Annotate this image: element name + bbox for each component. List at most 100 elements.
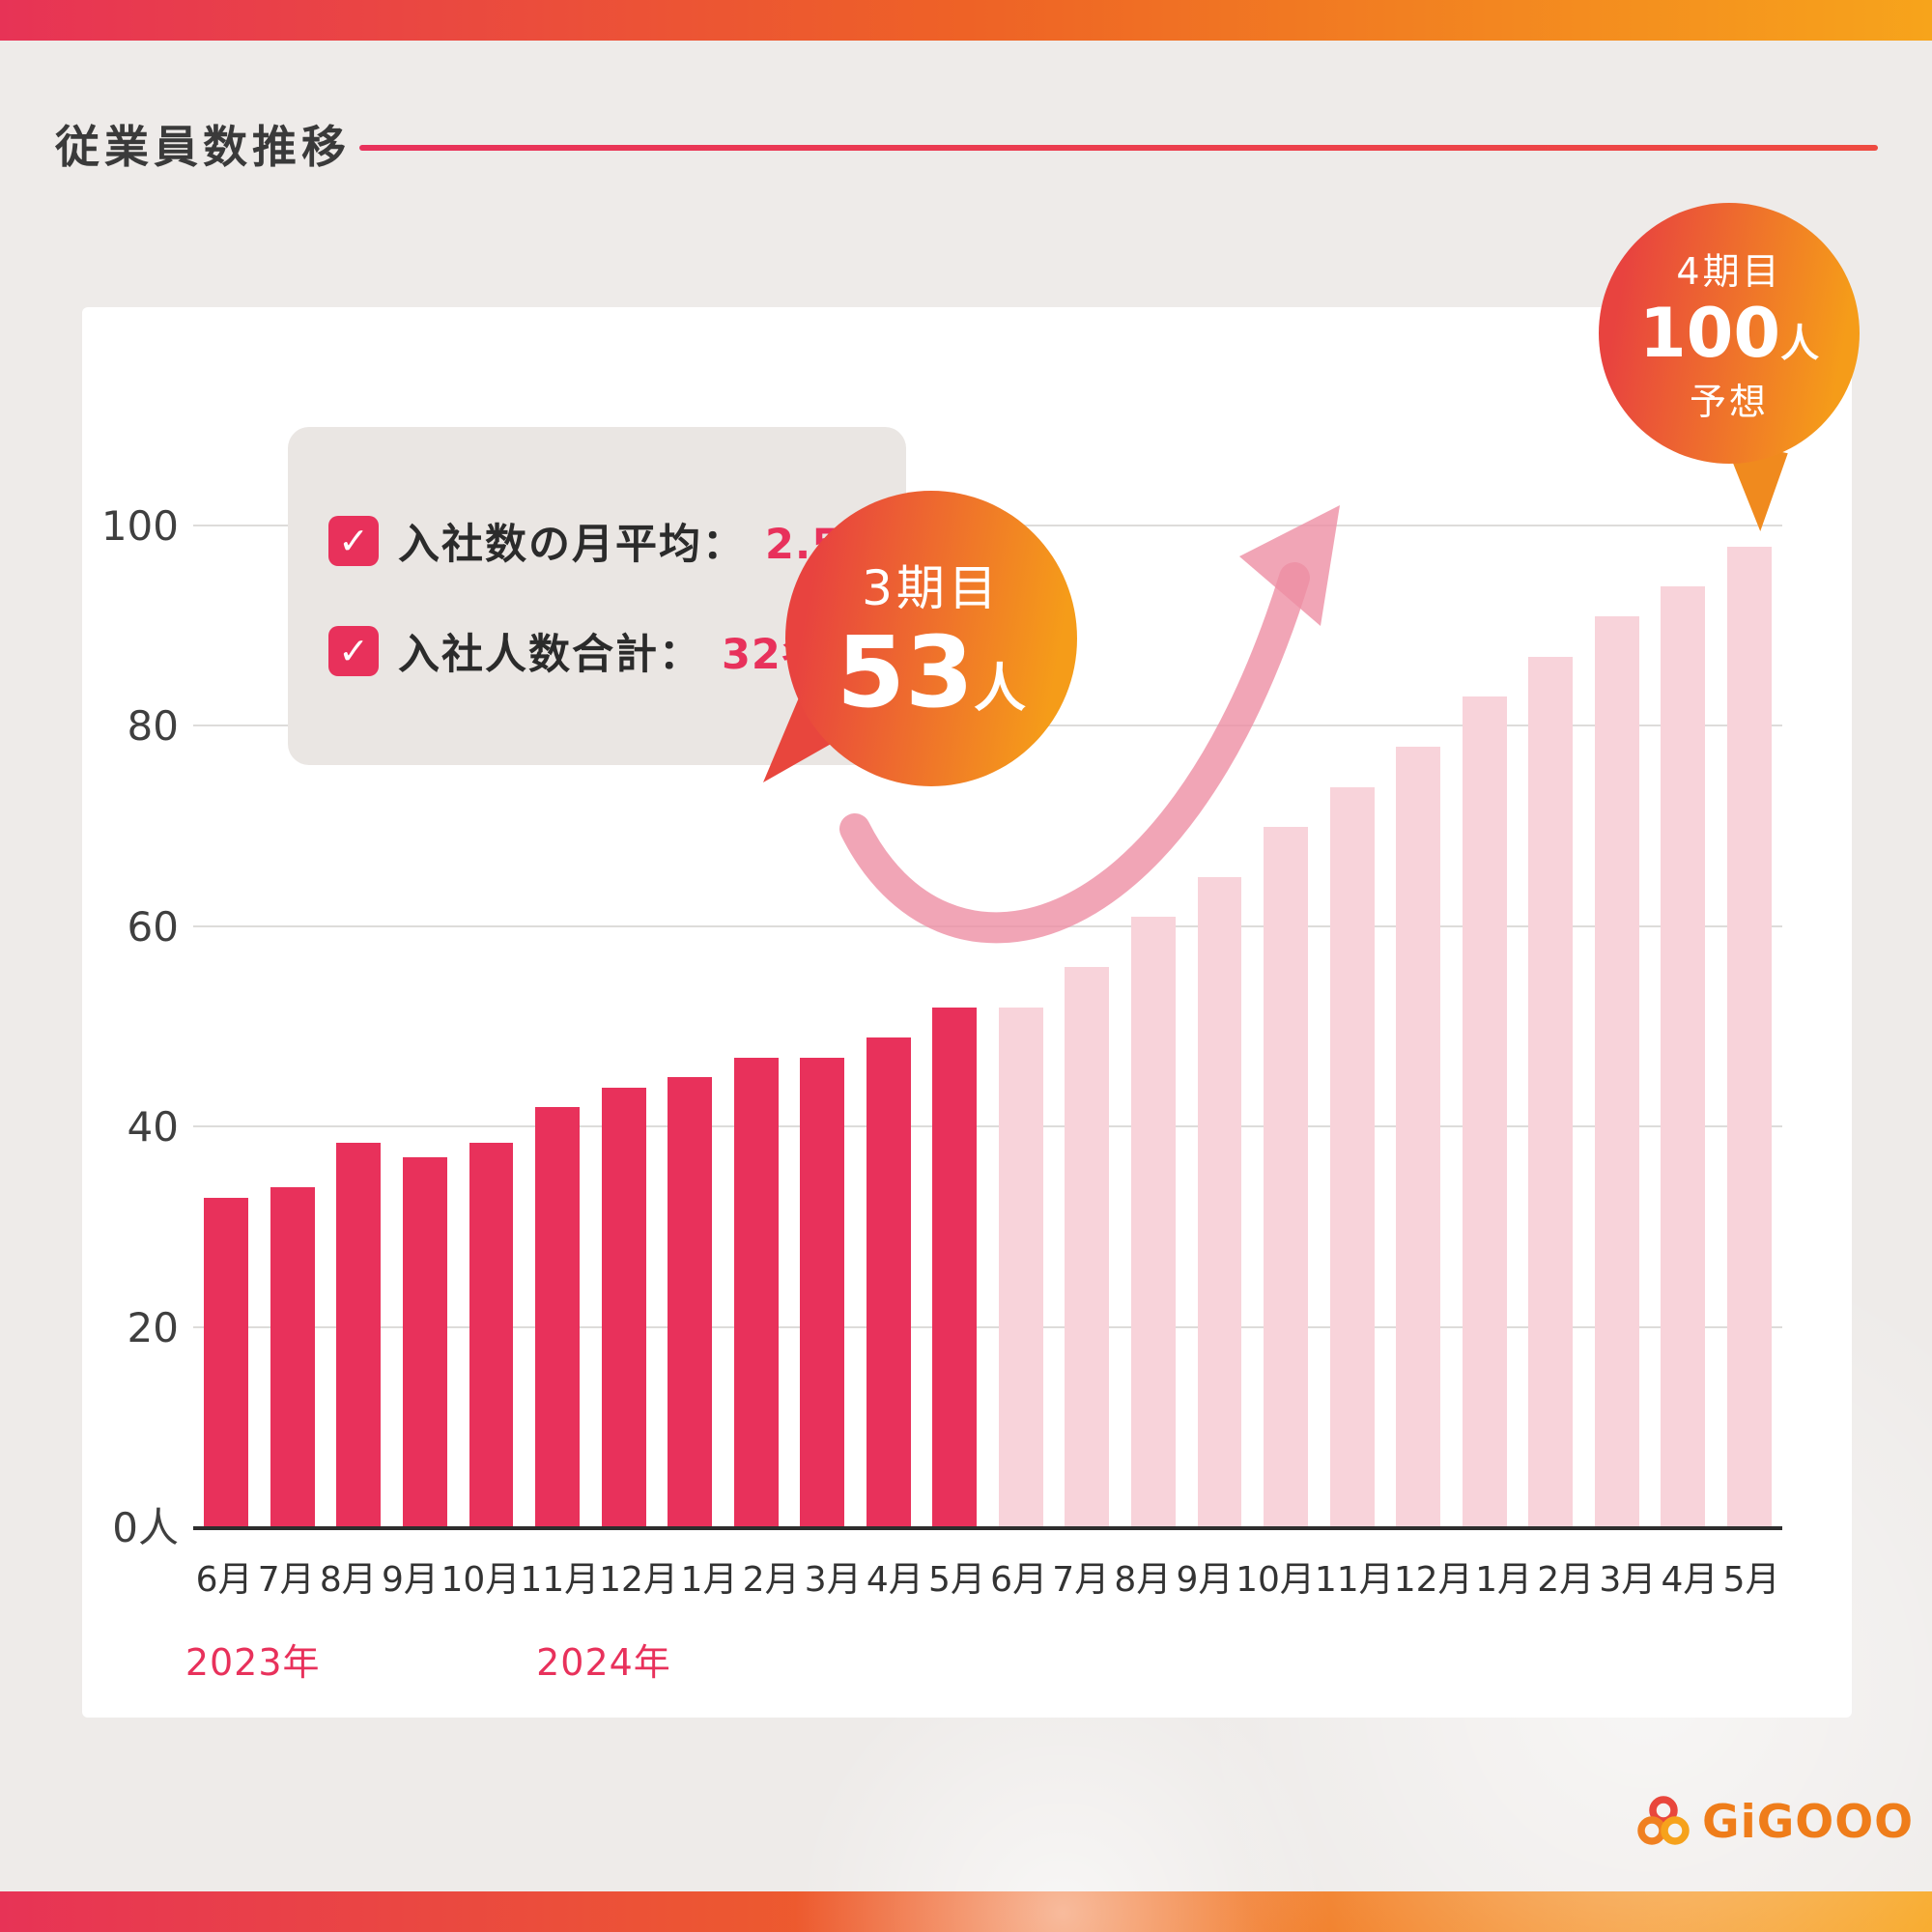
x-tick-label: 2月 bbox=[742, 1560, 800, 1600]
bar-actual bbox=[866, 1037, 911, 1528]
logo-text: GiGOOO bbox=[1702, 1795, 1915, 1849]
period4-value: 100人 bbox=[1639, 295, 1819, 373]
x-tick-label: 1月 bbox=[680, 1560, 738, 1600]
period3-label: 3期目 bbox=[862, 559, 1001, 616]
bar-slot bbox=[789, 526, 856, 1528]
gigooo-logo-icon bbox=[1637, 1796, 1690, 1845]
bar-slot bbox=[1319, 526, 1385, 1528]
bars bbox=[193, 526, 1782, 1528]
bar-slot bbox=[326, 526, 392, 1528]
stat-row-monthly-average: ✓ 入社数の月平均： 2.5名 bbox=[328, 511, 906, 571]
bar-forecast bbox=[1726, 546, 1772, 1528]
bar-slot bbox=[1121, 526, 1187, 1528]
y-tick-label: 20 bbox=[127, 1303, 179, 1351]
title-underline bbox=[359, 145, 1878, 151]
x-tick-label: 2月 bbox=[1537, 1560, 1595, 1600]
bar-slot bbox=[988, 526, 1055, 1528]
year-labels: 2023年 2024年 bbox=[185, 1633, 1782, 1684]
page-title: 従業員数推移 bbox=[55, 121, 351, 173]
y-tick-label: 60 bbox=[127, 902, 179, 951]
bar-slot bbox=[458, 526, 525, 1528]
callout-bubble-period3: 3期目 53人 bbox=[785, 491, 1077, 786]
bar-actual bbox=[800, 1057, 845, 1528]
stat-label: 入社数の月平均： bbox=[398, 521, 746, 569]
bar-forecast bbox=[1396, 747, 1441, 1528]
x-tick-label: 10月 bbox=[440, 1560, 521, 1600]
x-tick-label: 12月 bbox=[599, 1560, 678, 1600]
bar-slot bbox=[1054, 526, 1121, 1528]
x-tick-label: 9月 bbox=[381, 1560, 439, 1600]
x-tick-label: 11月 bbox=[1314, 1560, 1394, 1600]
x-tick-label: 4月 bbox=[1661, 1560, 1719, 1600]
bar-slot bbox=[657, 526, 724, 1528]
year-label: 2024年 bbox=[536, 1641, 671, 1684]
bar-slot bbox=[590, 526, 657, 1528]
bar-forecast bbox=[1329, 786, 1375, 1528]
y-tick-label: 40 bbox=[127, 1103, 179, 1151]
chart-card: 0人 20 40 60 80 100 6月 7月 8月 9月 10月 11月 12月 1月 2月 3月 4月 5… bbox=[82, 203, 1860, 1718]
company-logo: GiGOOO bbox=[1636, 1795, 1914, 1849]
bar-actual bbox=[733, 1057, 779, 1528]
period3-unit: 人 bbox=[973, 657, 1026, 719]
y-tick-label: 80 bbox=[127, 702, 179, 751]
bar-forecast bbox=[1594, 616, 1639, 1528]
period4-label: 4期目 bbox=[1676, 249, 1782, 293]
x-tick-label: 6月 bbox=[990, 1560, 1048, 1600]
bar-slot bbox=[392, 526, 459, 1528]
bar-slot bbox=[193, 526, 260, 1528]
x-tick-label: 6月 bbox=[195, 1560, 253, 1600]
bar-forecast bbox=[1130, 917, 1176, 1528]
x-axis-line bbox=[193, 1526, 1782, 1530]
bar-slot bbox=[1650, 526, 1717, 1528]
x-tick-label: 3月 bbox=[804, 1560, 862, 1600]
bar-forecast bbox=[1528, 656, 1574, 1528]
y-axis-labels: 0人 20 40 60 80 100 bbox=[82, 502, 179, 1551]
gridline bbox=[193, 1325, 1782, 1328]
bar-slot bbox=[1518, 526, 1584, 1528]
x-tick-label: 5月 bbox=[928, 1560, 985, 1600]
bar-forecast bbox=[1065, 967, 1110, 1528]
check-icon: ✓ bbox=[328, 626, 379, 676]
bar-chart-plot bbox=[193, 525, 1782, 1530]
bar-actual bbox=[601, 1087, 646, 1528]
bar-forecast bbox=[1661, 586, 1706, 1528]
bar-forecast bbox=[1462, 696, 1507, 1528]
bar-slot bbox=[1385, 526, 1452, 1528]
bar-forecast bbox=[1197, 876, 1242, 1528]
period4-number: 100 bbox=[1638, 293, 1781, 373]
bar-slot bbox=[723, 526, 789, 1528]
period4-note: 予想 bbox=[1689, 381, 1769, 424]
x-tick-label: 7月 bbox=[1052, 1560, 1110, 1600]
period3-value: 53人 bbox=[837, 618, 1026, 727]
stat-label: 入社人数合計： bbox=[398, 631, 702, 679]
year-label: 2023年 bbox=[185, 1641, 321, 1684]
x-tick-label: 4月 bbox=[866, 1560, 923, 1600]
bar-actual bbox=[668, 1077, 713, 1528]
bar-slot bbox=[1451, 526, 1518, 1528]
x-tick-label: 10月 bbox=[1236, 1560, 1315, 1600]
bar-actual bbox=[535, 1107, 580, 1528]
bar-slot bbox=[922, 526, 988, 1528]
x-axis-labels: 6月 7月 8月 9月 10月 11月 12月 1月 2月 3月 4月 5月 6月 7月 8月 9月 10月 11… bbox=[193, 1551, 1782, 1602]
x-tick-label: 8月 bbox=[319, 1560, 377, 1600]
bar-slot bbox=[260, 526, 327, 1528]
bar-slot bbox=[1583, 526, 1650, 1528]
period4-unit: 人 bbox=[1780, 321, 1820, 366]
top-gradient-band bbox=[0, 0, 1932, 41]
bar-actual bbox=[336, 1142, 382, 1528]
period3-number: 53 bbox=[837, 614, 974, 730]
bar-actual bbox=[932, 1007, 978, 1528]
x-tick-label: 8月 bbox=[1114, 1560, 1172, 1600]
bar-actual bbox=[469, 1142, 514, 1528]
check-glyph: ✓ bbox=[338, 630, 369, 672]
bar-actual bbox=[270, 1187, 315, 1528]
callout-bubble-period4: 4期目 100人 予想 bbox=[1599, 203, 1860, 464]
bar-forecast bbox=[1264, 827, 1308, 1528]
x-tick-label: 12月 bbox=[1393, 1560, 1473, 1600]
x-tick-label: 1月 bbox=[1475, 1560, 1533, 1600]
y-tick-label: 100 bbox=[100, 502, 179, 550]
check-icon: ✓ bbox=[328, 516, 379, 566]
x-tick-label: 3月 bbox=[1599, 1560, 1657, 1600]
bar-slot bbox=[1253, 526, 1320, 1528]
x-tick-label: 7月 bbox=[257, 1560, 315, 1600]
